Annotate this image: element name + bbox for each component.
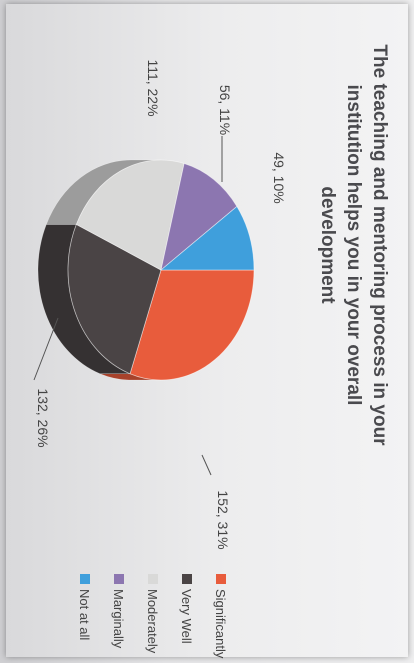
pie-slice-not-at-all (159, 205, 255, 271)
data-label-significantly: 152, 31% (215, 490, 231, 549)
legend: Significantly Very Well Moderately Marginal… (77, 574, 228, 659)
chart-title-line-1: The teaching and mentoring process in yo… (369, 44, 390, 446)
pie-plot (37, 159, 255, 381)
legend-swatch-significantly (216, 574, 226, 584)
pie-slice-significantly (129, 269, 255, 381)
chart-title-line-2: institution helps you in your overall (343, 85, 364, 406)
data-label-leader-line (33, 317, 59, 381)
legend-label-significantly: Significantly (213, 589, 228, 659)
data-label-leader-line (201, 454, 212, 476)
legend-label-marginally: Marginally (111, 589, 126, 649)
legend-label-moderately: Moderately (145, 589, 160, 654)
legend-swatch-very-well (182, 574, 192, 584)
data-label-moderately: 111, 22% (145, 59, 161, 116)
data-label-very-well: 132, 26% (35, 388, 51, 447)
data-label-marginally: 56, 11% (217, 85, 233, 135)
legend-swatch-not-at-all (80, 574, 90, 584)
chart-title-line-3: development (317, 186, 338, 304)
legend-swatch-moderately (148, 574, 158, 584)
legend-swatch-marginally (114, 574, 124, 584)
legend-label-not-at-all: Not at all (77, 589, 92, 640)
legend-label-very-well: Very Well (179, 589, 194, 644)
data-labels: 152, 31% 132, 26% 111, 22% 56, 11% 49, 10% (33, 59, 287, 550)
pie-slice-moderately (75, 159, 185, 271)
chart-title: The teaching and mentoring process in yo… (317, 44, 390, 446)
data-label-not-at-all: 49, 10% (271, 152, 287, 203)
pie-slice-very-well (67, 223, 162, 375)
pie-slice-marginally (160, 162, 238, 272)
